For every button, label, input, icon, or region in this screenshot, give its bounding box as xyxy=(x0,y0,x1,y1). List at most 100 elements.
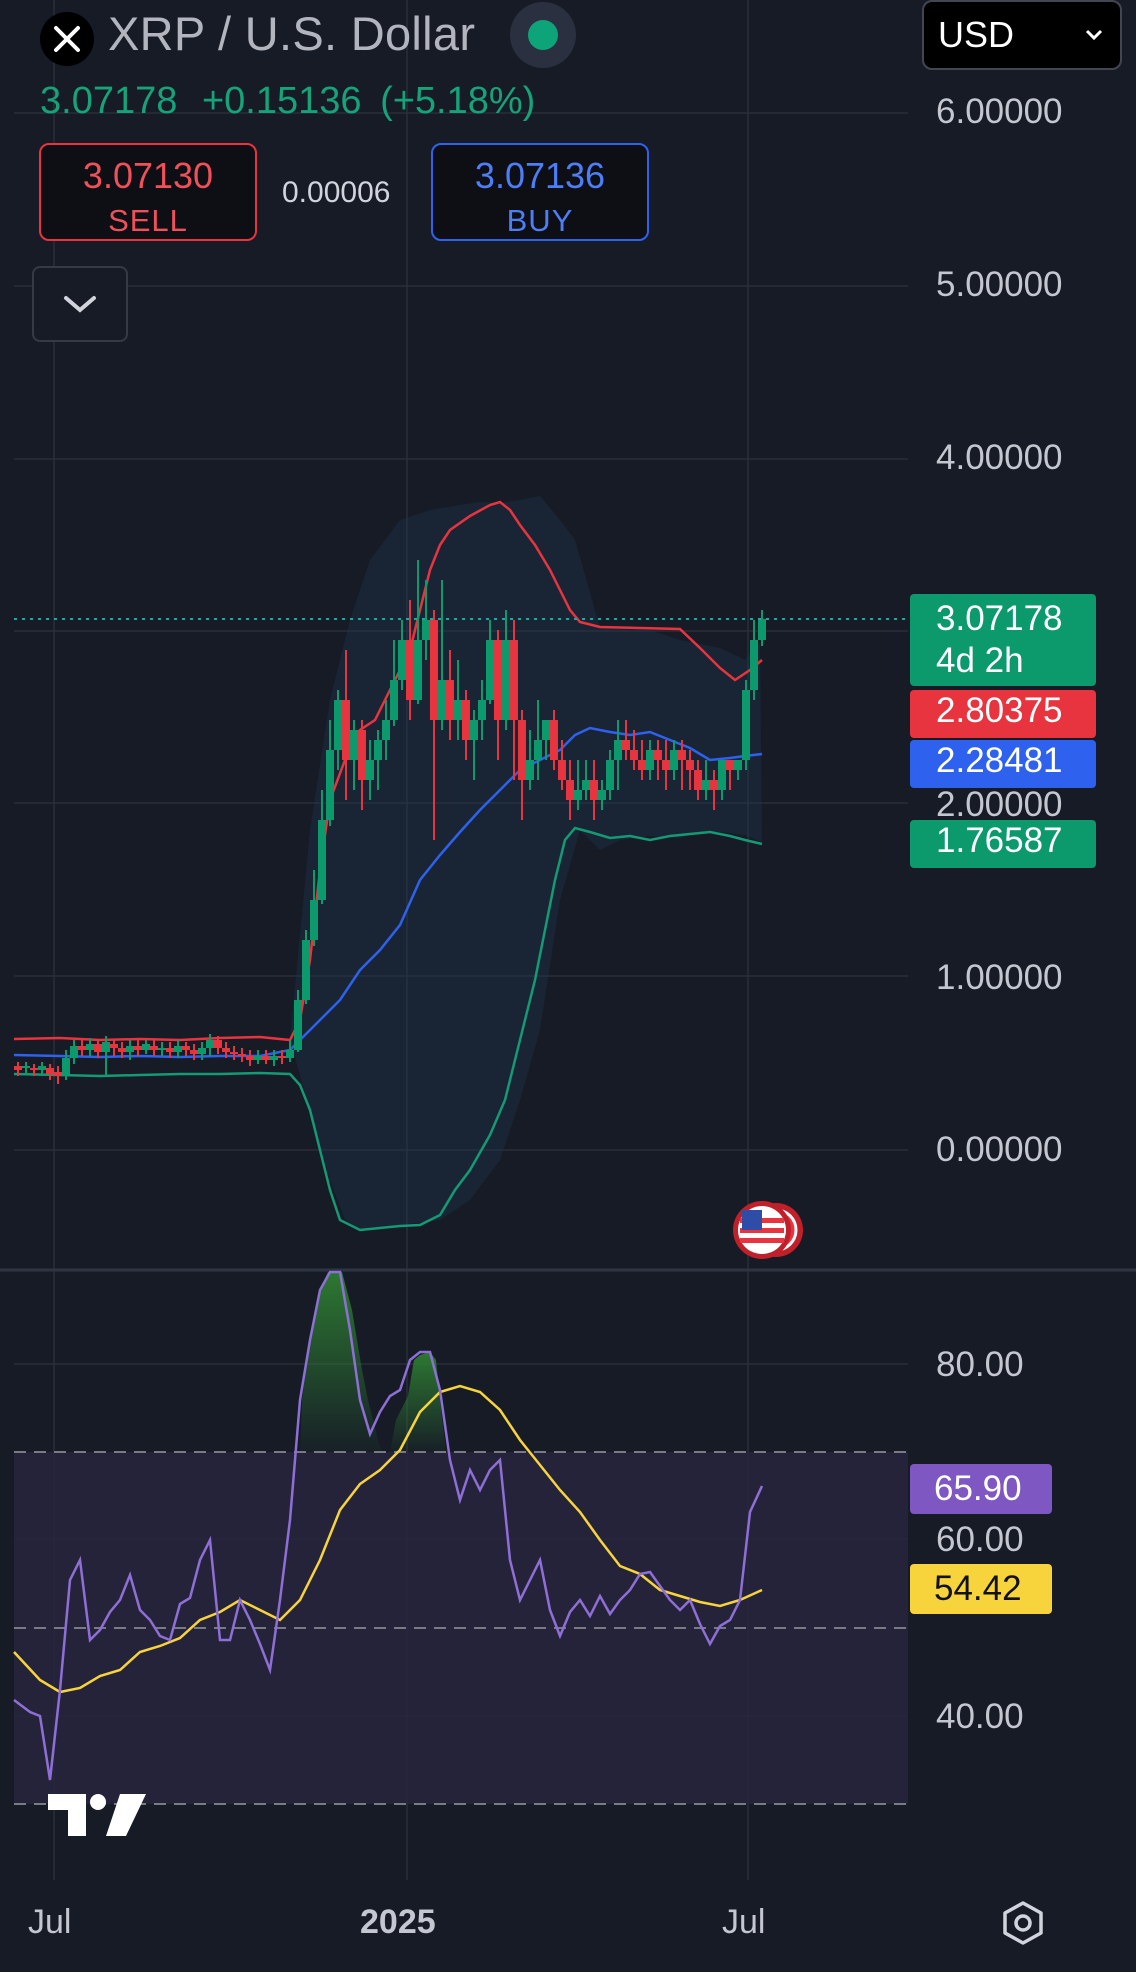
candle-body xyxy=(22,1066,30,1068)
currency-select[interactable]: USD xyxy=(922,0,1122,70)
candle-body xyxy=(758,619,766,640)
candle-body xyxy=(502,640,510,720)
candle-body xyxy=(622,740,630,750)
candle-body xyxy=(382,720,390,740)
currency-value: USD xyxy=(938,14,1015,55)
candle-body xyxy=(198,1048,206,1054)
market-status[interactable] xyxy=(510,2,576,68)
candle-body xyxy=(390,680,398,720)
time-axis-label: Jul xyxy=(28,1903,72,1941)
market-open-dot xyxy=(528,20,558,50)
candle-body xyxy=(686,760,694,770)
price-axis-label: 5.00000 xyxy=(936,265,1063,304)
bb-basis-tag: 2.28481 xyxy=(910,740,1096,788)
buy-button[interactable]: 3.07136 BUY xyxy=(431,143,649,241)
candle-body xyxy=(422,620,430,640)
rsi-axis-label: 60.00 xyxy=(936,1520,1024,1559)
time-axis-label: Jul xyxy=(722,1903,766,1941)
candle-body xyxy=(246,1056,254,1060)
candle-body xyxy=(518,720,526,780)
candle-body xyxy=(694,770,702,790)
candle-body xyxy=(190,1050,198,1054)
candle-body xyxy=(638,760,646,770)
symbol-title[interactable]: XRP / U.S. Dollar xyxy=(108,7,476,60)
rsi-value-tag: 65.90 xyxy=(910,1464,1052,1514)
candle-body xyxy=(62,1058,70,1074)
candle-body xyxy=(350,730,358,760)
candle-body xyxy=(742,690,750,760)
candle-body xyxy=(110,1044,118,1048)
chevron-down-icon xyxy=(64,296,96,313)
us-flag-icon[interactable] xyxy=(733,1201,803,1259)
candle-body xyxy=(750,640,758,690)
candle-body xyxy=(510,640,518,720)
candle-body xyxy=(334,700,342,750)
candle-body xyxy=(118,1048,126,1052)
candle-body xyxy=(566,780,574,800)
sell-button[interactable]: 3.07130 SELL xyxy=(39,143,257,241)
candle-body xyxy=(86,1044,94,1050)
candle-body xyxy=(614,740,622,760)
candle-body xyxy=(366,760,374,780)
candle-body xyxy=(238,1054,246,1056)
candle-body xyxy=(30,1068,38,1070)
candle-body xyxy=(726,760,734,770)
candle-body xyxy=(174,1046,182,1052)
candle-body xyxy=(150,1046,158,1050)
candle-body xyxy=(478,700,486,720)
candle-body xyxy=(710,780,718,790)
bb-upper-tag: 2.80375 xyxy=(910,690,1096,738)
candle-body xyxy=(486,640,494,700)
candle-body xyxy=(702,780,710,790)
candle-body xyxy=(326,750,334,820)
chevron-down-icon xyxy=(1085,29,1103,41)
bb-lower-tag: 1.76587 xyxy=(910,820,1096,868)
candle-body xyxy=(590,780,598,800)
candle-body xyxy=(182,1046,190,1050)
candle-body xyxy=(222,1048,230,1052)
rsi-overbought-fill-2 xyxy=(390,1352,446,1452)
candle-body xyxy=(494,640,502,720)
candle-body xyxy=(734,760,742,770)
candle-body xyxy=(310,900,318,940)
last-price-tag: 3.07178 4d 2h xyxy=(910,594,1096,686)
candle-body xyxy=(678,750,686,760)
candle-body xyxy=(606,760,614,790)
candle-body xyxy=(446,680,454,720)
time-axis-label: 2025 xyxy=(360,1903,436,1941)
last-price: 3.07178 xyxy=(40,80,178,122)
close-button[interactable] xyxy=(40,12,94,66)
price-axis-label: 6.00000 xyxy=(936,92,1063,131)
price-change-pct: (+5.18%) xyxy=(380,80,536,122)
candle-body xyxy=(534,740,542,760)
bar-countdown: 4d 2h xyxy=(936,641,1024,680)
candle-body xyxy=(102,1042,110,1052)
bb-lower-line xyxy=(13,826,763,1232)
sell-price: 3.07130 xyxy=(82,155,214,196)
chart-settings-button[interactable] xyxy=(996,1896,1050,1950)
candle-body xyxy=(414,640,422,700)
candle-body xyxy=(46,1068,54,1074)
rsi-overbought-fill xyxy=(300,1272,382,1452)
price-change: +0.15136 xyxy=(201,80,362,122)
candle-body xyxy=(286,1050,294,1058)
candle-body xyxy=(582,780,590,790)
candle-body xyxy=(278,1056,286,1058)
rsi-axis-label: 80.00 xyxy=(936,1345,1024,1384)
candle-body xyxy=(206,1040,214,1048)
candle-body xyxy=(166,1048,174,1052)
collapse-legend-button[interactable] xyxy=(32,266,128,342)
last-price-tag-value: 3.07178 xyxy=(936,599,1063,638)
rsi-axis-label: 40.00 xyxy=(936,1697,1024,1736)
candle-body xyxy=(550,720,558,760)
candle-body xyxy=(718,760,726,790)
candle-body xyxy=(294,1000,302,1050)
settings-hexagon-icon xyxy=(1003,1901,1043,1945)
bb-band-fill xyxy=(290,496,762,1230)
spread-value: 0.00006 xyxy=(282,176,391,209)
candle-body xyxy=(318,820,326,900)
tradingview-logo[interactable] xyxy=(46,1786,150,1840)
candle-body xyxy=(158,1048,166,1050)
price-summary: 3.07178 +0.15136 (+5.18%) xyxy=(40,80,535,123)
